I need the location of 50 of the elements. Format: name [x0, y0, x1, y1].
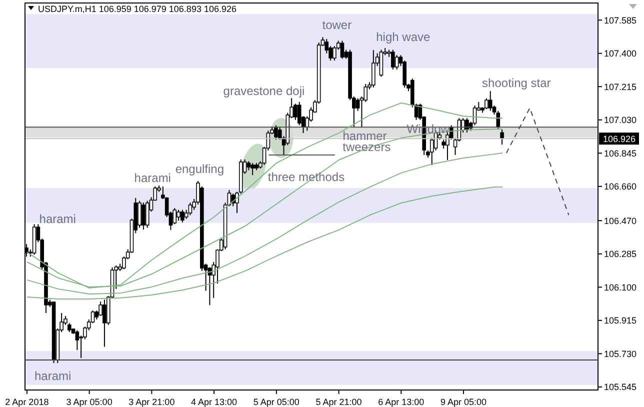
y-tick-label: 105.730 [604, 348, 637, 359]
candlestick [145, 200, 150, 228]
y-tick-label: 106.100 [604, 282, 637, 292]
ref-line-label: 106.926 [603, 134, 636, 144]
annotation: engulfing [175, 162, 224, 176]
x-tick-label: 3 Apr 05:00 [66, 397, 112, 407]
candlestick [484, 98, 488, 110]
candlestick [250, 162, 254, 176]
y-tick-label: 107.030 [604, 115, 637, 126]
x-tick-label: 4 Apr 13:00 [191, 397, 238, 407]
annotation: harami [34, 369, 72, 384]
annotation: high wave [376, 30, 430, 44]
x-tick-label: 2 Apr 2018 [5, 397, 49, 407]
y-tick-label: 105.545 [604, 382, 637, 392]
y-tick-label: 107.585 [604, 15, 637, 26]
annotation: tower [322, 18, 352, 32]
candlestick [391, 49, 395, 70]
annotation: hammer [342, 129, 387, 144]
y-tick-label: 106.660 [604, 182, 637, 192]
candlestick [379, 49, 384, 78]
chart-title: USDJPY.m,H1 106.959 106.979 106.893 106.926 [38, 4, 236, 14]
candlestick [142, 202, 146, 230]
y-tick-label: 106.285 [604, 249, 637, 260]
candlestick [297, 101, 302, 126]
y-tick-label: 106.845 [604, 148, 637, 158]
x-tick-label: 5 Apr 05:00 [253, 397, 300, 407]
candlestick [488, 90, 492, 112]
y-tick-label: 106.470 [604, 216, 637, 226]
annotation: harami [134, 171, 171, 186]
y-tick-label: 105.915 [604, 316, 637, 326]
y-tick-label: 107.400 [604, 48, 637, 59]
candlestick [188, 202, 192, 216]
line-series [26, 152, 503, 294]
candlestick [274, 124, 278, 140]
candlestick [394, 54, 399, 70]
annotation: shooting star [482, 76, 551, 90]
candlestick [180, 209, 184, 223]
annotation: gravestone doji [223, 84, 305, 98]
x-tick-label: 5 Apr 21:00 [316, 397, 362, 407]
candlestick [372, 50, 376, 88]
candlestick [176, 209, 180, 222]
x-tick-label: 9 Apr 05:00 [440, 397, 487, 407]
x-tick-label: 6 Apr 13:00 [378, 397, 424, 407]
candlestick [138, 200, 142, 228]
line-series [26, 186, 503, 300]
annotation: harami [39, 212, 76, 226]
y-tick-label: 107.215 [604, 82, 637, 92]
candlestick [340, 40, 344, 60]
candlestick [102, 299, 106, 348]
x-tick-label: 3 Apr 21:00 [128, 397, 175, 407]
